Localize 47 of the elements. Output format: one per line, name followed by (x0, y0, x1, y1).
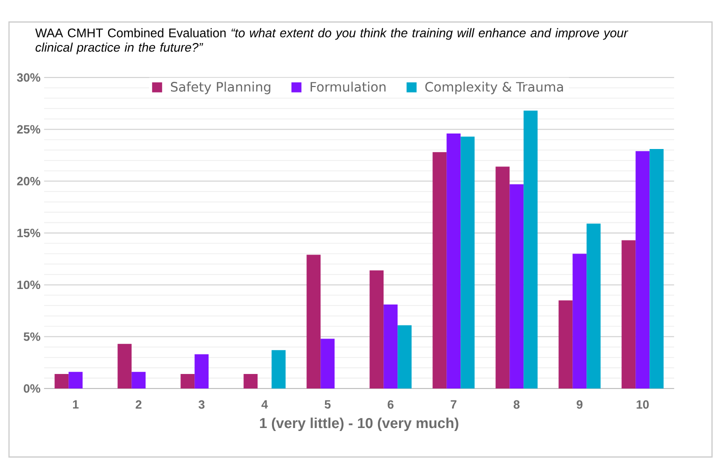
bar (622, 240, 636, 388)
x-tick-label: 8 (514, 400, 520, 409)
bar (370, 270, 384, 388)
y-tick-label: 5% (24, 332, 40, 341)
bar (510, 184, 524, 388)
bar (650, 149, 664, 388)
bar (244, 374, 258, 388)
bar (180, 374, 195, 388)
legend-label: Formulation (310, 82, 386, 92)
x-tick-label: 2 (136, 400, 142, 409)
bar (496, 166, 510, 388)
bar (636, 151, 650, 388)
y-tick-label: 30% (16, 73, 40, 82)
bar (194, 354, 209, 388)
chart-title: WAA CMHT Combined Evaluation “to what extent do you think the training will enhance and improve your clinical practice in the future?” (35, 28, 628, 54)
y-tick-label: 20% (17, 176, 40, 186)
x-axis-title: 1 (very little) - 10 (very much) (260, 418, 458, 432)
bar (272, 350, 286, 388)
bar (68, 372, 83, 388)
bar (572, 254, 587, 388)
bar (132, 372, 146, 388)
bar (460, 136, 475, 388)
legend-label: Complexity & Trauma (425, 82, 563, 94)
bar (118, 344, 132, 388)
x-tick-label: 7 (450, 400, 456, 408)
x-tick-label: 9 (576, 400, 582, 409)
y-tick-label: 15% (17, 228, 40, 238)
y-tick-label: 0% (24, 384, 40, 393)
x-tick-label: 6 (388, 400, 394, 409)
bar (320, 338, 335, 388)
bar (54, 374, 69, 388)
x-tick-label: 5 (324, 400, 331, 409)
bar (306, 254, 321, 388)
bar (524, 110, 538, 388)
x-tick-label: 10 (636, 400, 649, 409)
legend-label: Safety Planning (170, 82, 270, 94)
x-tick-label: 1 (73, 400, 79, 408)
bar (558, 300, 573, 388)
x-tick-label: 3 (198, 400, 204, 409)
bar (446, 133, 461, 388)
bar (432, 152, 447, 388)
y-tick-label: 10% (17, 280, 40, 290)
bar (384, 304, 398, 388)
x-tick-label: 4 (261, 400, 268, 408)
bar (398, 325, 412, 388)
bar (586, 224, 601, 388)
y-tick-label: 25% (17, 125, 40, 134)
